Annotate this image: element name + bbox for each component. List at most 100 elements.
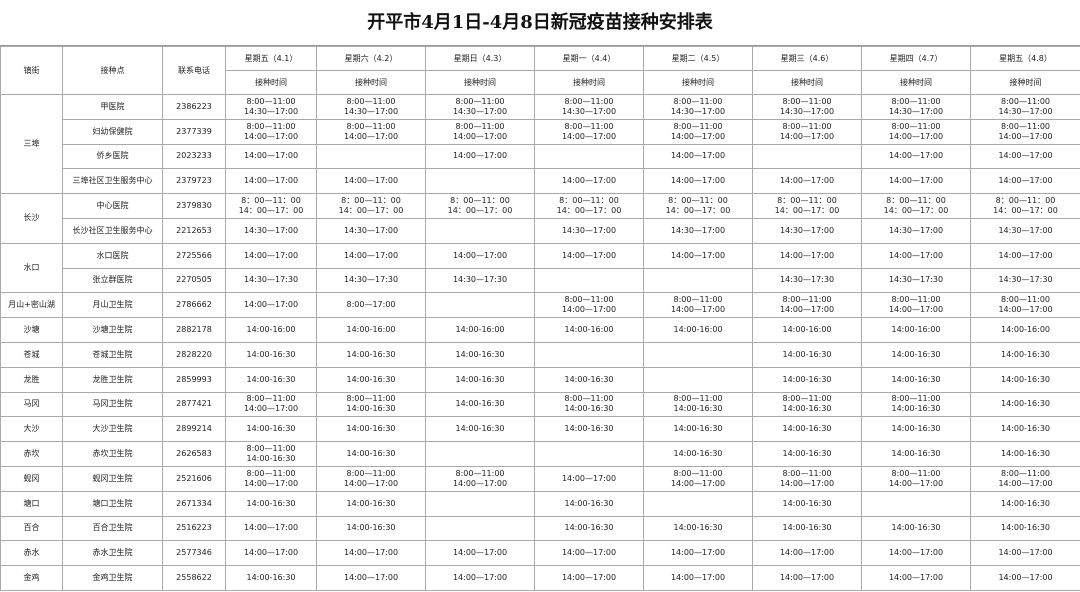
time-cell: 8:00—11:00 14:00—17:00	[643, 292, 753, 319]
time-cell: 8：00—11：00 14：00—17：00	[752, 193, 862, 219]
time-slot: 8:00—11:00	[1000, 295, 1051, 305]
time-slot: 8:00—11:00	[346, 121, 396, 131]
time-header: 接种时间	[970, 70, 1080, 95]
data-row: 长沙 中心医院 2379830 8：00—11：00 14：00—17：00 8：00—1…	[0, 193, 1080, 244]
time-slot: 14:00-16:30	[673, 523, 723, 533]
time-slot: 14:30—17:30	[779, 275, 835, 285]
time-slot: 8:00—11:00	[455, 96, 505, 106]
time-cell: 14:00-16:00	[425, 317, 535, 343]
site-cell: 赤坎卫生院	[62, 441, 163, 467]
day-header: 星期四（4.7）	[861, 46, 971, 71]
time-slot: 14:00—17:00	[452, 250, 508, 260]
time-slot: 14：00—17：00	[993, 206, 1058, 216]
column-header: 联系电话	[162, 46, 226, 95]
time-slot: 14:30—17:00	[452, 106, 508, 116]
time-cell: 8：00—11：00 14：00—17：00	[225, 193, 317, 219]
time-cell: 14:00-16:00	[752, 317, 862, 343]
time-slot: 14:00-16:00	[673, 325, 723, 335]
time-cell: 14:00—17:00	[316, 242, 426, 269]
time-slot: 14:00-16:30	[246, 498, 296, 508]
time-cell: 14:30—17:00	[643, 217, 753, 244]
time-cell: 8:00—11:00 14:30—17:00	[316, 94, 426, 120]
time-header: 接种时间	[643, 70, 753, 95]
time-slot: 8:00—11:00	[891, 96, 941, 106]
time-slot: 14:00-16:30	[782, 424, 832, 434]
time-cell: 14:00-16:30	[425, 366, 535, 393]
time-cell: 14:00-16:30	[861, 441, 971, 467]
time-slot: 14:00—17:00	[888, 176, 944, 186]
phone-cell: 2577346	[162, 540, 226, 567]
time-cell: 8:00—11:00 14:30—17:00	[643, 94, 753, 120]
time-cell: 14:00-16:30	[970, 391, 1080, 418]
time-cell: 14:00-16:00	[534, 317, 644, 343]
time-cell: 14:00—17:00	[534, 540, 644, 567]
time-slot: 8:00—11:00	[346, 468, 396, 478]
time-slot: 14:00-16:30	[455, 424, 505, 434]
time-slot: 14:00-16:30	[782, 404, 832, 414]
data-row: 水口 水口医院 2725566 14:00—17:00 14:00—17:00 14:00…	[0, 242, 1080, 294]
time-slot: 14:00-16:30	[1001, 449, 1050, 459]
time-cell: 14:00—17:00	[225, 292, 317, 319]
time-cell: 14:00-16:30	[970, 515, 1080, 542]
time-cell: 14:00—17:00	[534, 168, 644, 195]
time-slot: 8:00—11:00	[782, 96, 832, 106]
header-row: 镇街 接种点 联系电话 星期五（4.1） 星期六（4.2） 星期日（4.3） 星期一（4.4…	[0, 46, 1080, 95]
time-slot: 14:00-16:30	[246, 454, 296, 464]
time-slot: 14:00-16:30	[891, 449, 941, 459]
time-slot: 8：00—11：00	[886, 196, 946, 206]
time-slot: 14:00-16:30	[246, 349, 296, 359]
time-cell: 14:00-16:30	[425, 391, 535, 418]
time-slot: 8:00—11:00	[782, 394, 832, 404]
time-slot: 14:00—17:00	[998, 131, 1053, 141]
time-cell: 14:00-16:30	[225, 565, 317, 591]
time-cell: 14:30—17:30	[225, 267, 317, 294]
time-slot: 14:00-16:00	[564, 325, 614, 335]
time-cell: 14:00-16:30	[316, 366, 426, 393]
time-slot: 14:00—17:00	[670, 250, 726, 260]
time-cell: 14:30—17:30	[425, 267, 535, 294]
time-slot: 14:30—17:00	[561, 106, 617, 116]
time-slot: 14:00—17:00	[452, 548, 508, 558]
phone-cell: 2626583	[162, 441, 226, 467]
site-cell: 张立群医院	[62, 267, 163, 294]
time-cell: 8:00—11:00 14:00—17:00	[316, 118, 426, 145]
time-cell: 14:00—17:00	[752, 565, 862, 591]
table-body: 镇街 接种点 联系电话 星期五（4.1） 星期六（4.2） 星期日（4.3） 星期一（4.4…	[0, 46, 1080, 591]
time-slot: 14:00—17:00	[561, 305, 617, 315]
phone-cell: 2859993	[162, 366, 226, 393]
time-slot: 14:00-16:30	[455, 374, 505, 384]
time-cell	[643, 267, 753, 294]
time-slot: 14:00-16:00	[1001, 325, 1050, 335]
time-cell: 8:00—11:00 14:00—17:00	[861, 118, 971, 145]
time-cell: 14:30—17:30	[861, 267, 971, 294]
time-slot: 8:00—11:00	[455, 468, 505, 478]
phone-cell: 2379723	[162, 168, 226, 195]
time-cell: 8:00—11:00 14:00—17:00	[970, 118, 1080, 145]
phone-cell: 2828220	[162, 341, 226, 368]
time-header: 接种时间	[752, 70, 862, 95]
time-cell	[425, 292, 535, 319]
phone-cell: 2725566	[162, 242, 226, 269]
time-slot: 14:00—17:00	[779, 176, 835, 186]
time-slot: 14:00—17:00	[561, 573, 617, 583]
time-cell: 14:00-16:30	[425, 341, 535, 368]
time-slot: 14:30—17:00	[888, 106, 944, 116]
time-cell: 14:00—17:00	[861, 168, 971, 195]
time-cell: 14:00—17:00	[643, 168, 753, 195]
phone-cell: 2786662	[162, 292, 226, 319]
time-slot: 14:00-16:00	[246, 325, 296, 335]
time-cell: 14:00—17:00	[970, 540, 1080, 567]
time-cell: 8：00—11：00 14：00—17：00	[861, 193, 971, 219]
time-cell: 14:00-16:30	[316, 515, 426, 542]
time-slot: 8:00—11:00	[246, 394, 296, 404]
schedule-table: 镇街 接种点 联系电话 星期五（4.1） 星期六（4.2） 星期日（4.3） 星期一（4.4…	[0, 46, 1080, 591]
time-cell: 14:00—17:00	[752, 242, 862, 269]
time-slot: 14:00—17:00	[452, 131, 508, 141]
time-cell: 8：00—11：00 14：00—17：00	[643, 193, 753, 219]
time-slot: 14:00-16:30	[346, 498, 396, 508]
time-cell: 14:00-16:30	[861, 416, 971, 443]
time-slot: 14:00—17:00	[998, 548, 1053, 558]
time-cell: 8:00—11:00 14:00-16:30	[316, 391, 426, 418]
time-slot: 14:30—17:00	[343, 106, 399, 116]
time-cell: 14:00—17:00	[534, 465, 644, 492]
